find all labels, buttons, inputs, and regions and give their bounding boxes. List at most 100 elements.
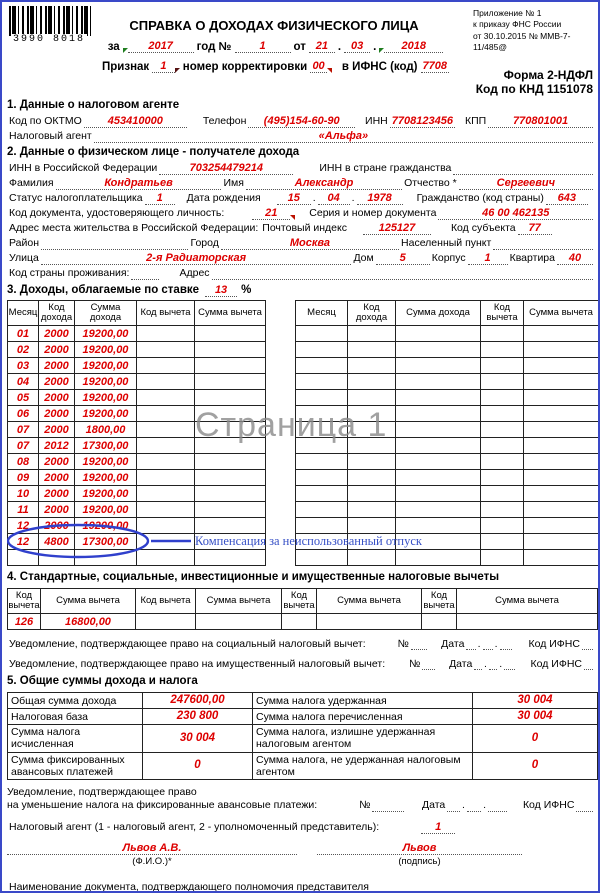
col-header: Код дохода	[38, 300, 75, 327]
table-row	[7, 549, 266, 567]
empty-cell	[456, 613, 598, 631]
sum-cell: 17300,00	[74, 437, 137, 455]
field-label: от	[293, 41, 306, 53]
notice-line: на уменьшение налога на фиксированные ав…	[7, 798, 318, 811]
empty-cell	[523, 389, 598, 407]
table-row	[295, 341, 598, 359]
empty-cell	[194, 453, 266, 471]
date-separator: .	[373, 41, 377, 53]
priznak-line: Признак 1 номер корректировки 00 в ИФНС …	[99, 60, 449, 73]
sum-cell: 1800,00	[74, 421, 137, 439]
empty-cell	[194, 469, 266, 487]
section2-title: 2. Данные о физическом лице - получателе…	[7, 145, 300, 158]
col-header: Сумма вычета	[456, 588, 598, 615]
table-row: 09 2000 19200,00	[7, 469, 266, 487]
sum-cell: 19200,00	[74, 485, 137, 503]
notice-social-row: Уведомление, подтверждающее право на соц…	[7, 637, 593, 651]
empty-cell	[347, 341, 396, 359]
empty-cell	[194, 341, 266, 359]
inn-row: ИНН в Российской Федерации 703254479214 …	[7, 162, 593, 175]
table-row: 01 2000 19200,00	[7, 325, 266, 343]
col-header: Код вычета	[281, 588, 317, 615]
empty-cell	[395, 517, 481, 535]
col-header: Сумма дохода	[395, 300, 481, 327]
month-cell: 07	[7, 421, 39, 439]
doc-series-field: 46 00 462135	[438, 207, 593, 220]
barcode-icon	[9, 6, 91, 36]
field-label: Дата	[422, 799, 446, 812]
empty-cell	[523, 533, 598, 551]
empty-cell	[295, 517, 348, 535]
name-row: Фамилия Кондратьев Имя Александр Отчеств…	[7, 177, 593, 190]
field-label: Дата рождения	[186, 192, 261, 204]
birth-year-field: 1978	[356, 192, 403, 205]
date-field	[466, 799, 482, 812]
correction-field: 00	[310, 60, 327, 73]
empty-cell	[480, 437, 524, 455]
month-cell: 11	[7, 501, 39, 519]
inn-foreign-field	[453, 162, 593, 175]
table-row: 12 2000 19200,00	[7, 517, 266, 535]
field-label: Телефон	[202, 115, 247, 128]
code-cell: 2000	[38, 389, 75, 407]
empty-cell	[523, 437, 598, 455]
empty-cell	[295, 357, 348, 375]
sum-cell	[74, 549, 137, 567]
col-header: Сумма вычета	[523, 300, 598, 327]
field-label: Код ИФНС	[522, 799, 575, 812]
field-label: Статус налогоплательщика	[9, 192, 143, 204]
table-row: 04 2000 19200,00	[7, 373, 266, 391]
total-label: Сумма налога удержанная	[252, 691, 473, 710]
percent-sign: %	[241, 283, 252, 296]
empty-cell	[523, 469, 598, 487]
table-row	[295, 325, 598, 343]
number-field: 1	[234, 40, 291, 53]
empty-cell	[295, 389, 348, 407]
building-field: 1	[467, 252, 508, 265]
street-field: 2-я Радиаторская	[40, 252, 352, 265]
empty-cell	[480, 357, 524, 375]
table-row	[295, 549, 598, 567]
oktmo-field: 453410000	[83, 115, 187, 128]
empty-cell	[395, 549, 481, 567]
empty-cell	[395, 485, 481, 503]
sum-cell: 19200,00	[74, 357, 137, 375]
total-value: 30 004	[472, 708, 598, 726]
month-cell: 10	[7, 485, 39, 503]
corner-flag-red-icon	[326, 68, 332, 73]
table-row: 07 2000 1800,00	[7, 421, 266, 439]
empty-cell	[295, 453, 348, 471]
empty-cell	[295, 485, 348, 503]
month-cell: 05	[7, 389, 39, 407]
priznak-field: 1	[152, 60, 175, 73]
field-label: за	[107, 41, 120, 53]
corner-flag-dark-icon	[174, 68, 180, 73]
date-separator: .	[499, 657, 503, 670]
empty-cell	[480, 325, 524, 343]
total-value: 30 004	[142, 724, 253, 753]
document-row: Код документа, удостоверяющего личность:…	[7, 207, 593, 220]
code-cell: 2000	[38, 485, 75, 503]
field-label: №	[397, 637, 409, 650]
code-cell: 2000	[38, 357, 75, 375]
signature-caption: (подпись)	[398, 855, 441, 867]
empty-cell	[523, 453, 598, 471]
appendix-line: от 30.10.2015 № ММВ-7-	[473, 30, 571, 41]
total-label: Сумма фиксированных авансовых платежей	[7, 751, 143, 780]
date-separator: .	[461, 799, 465, 812]
col-header: Сумма вычета	[195, 588, 282, 615]
income-table-right: Месяц Код дохода Сумма дохода Код вычета…	[295, 300, 598, 567]
empty-cell	[480, 501, 524, 519]
empty-cell	[347, 373, 396, 391]
col-header: Код вычета	[480, 300, 524, 327]
empty-cell	[194, 485, 266, 503]
district-field	[41, 237, 189, 250]
empty-cell	[395, 405, 481, 423]
table-row	[295, 533, 598, 551]
empty-cell	[421, 613, 457, 631]
field-label: Наименование документа, подтверждающего …	[9, 881, 369, 893]
empty-cell	[395, 501, 481, 519]
total-value: 230 800	[142, 708, 253, 726]
table-row	[295, 517, 598, 535]
citizenship-field: 643	[545, 192, 588, 205]
